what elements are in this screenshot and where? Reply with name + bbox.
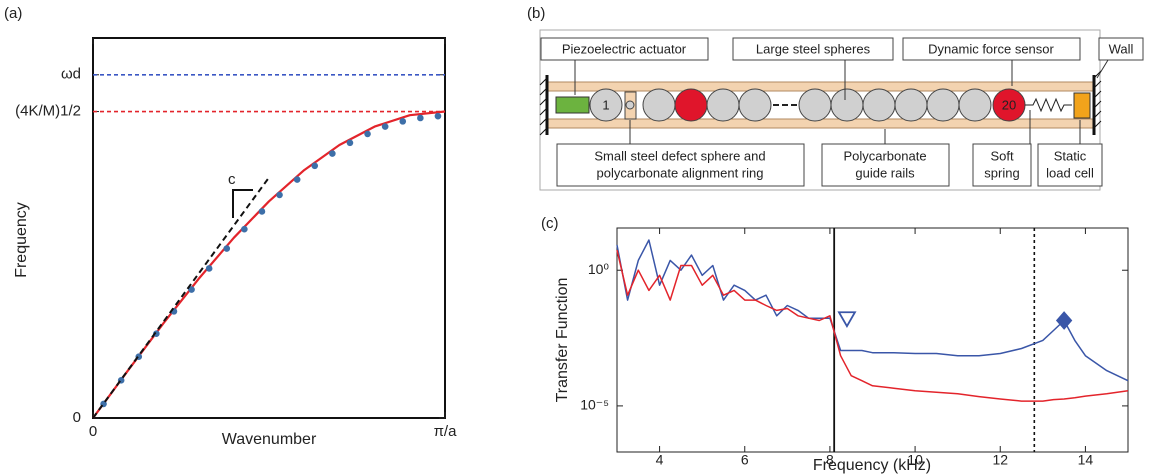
component-label: spring [984,165,1019,180]
x-tick-label: 0 [89,423,97,440]
y-tick-label: ωd [61,66,81,83]
component-label: Soft [990,148,1014,163]
data-point [223,245,231,252]
data-point [188,286,195,293]
data-point [293,176,301,183]
marker [1055,311,1073,330]
x-tick-label: 12 [992,452,1008,468]
sphere [706,88,740,122]
component-label: Static [1054,148,1087,163]
x-tick-label: 10 [907,452,923,468]
x-axis-label: Frequency (kHz) [813,457,931,474]
pointer-line [574,59,1109,144]
data-point [311,162,319,170]
component-label: load cell [1046,165,1094,180]
data-point [205,265,213,272]
actuator [555,96,590,114]
y-tick-label: 10⁰ [588,261,610,277]
label-box [902,37,1081,61]
axes-frame [616,227,1129,453]
sphere-label: 1 [602,97,609,112]
y-tick-label: 10⁻⁵ [580,397,609,413]
diagram-frame [539,29,1101,191]
y-tick-label: 0 [73,409,81,426]
x-tick-label: 8 [826,452,834,468]
sphere [862,88,896,122]
spring [1025,97,1072,113]
data-point [399,118,407,125]
component-label: Polycarbonate [843,148,926,163]
label-box [1098,37,1144,61]
label-box [540,37,709,61]
x-axis-label: Wavenumber [222,431,317,448]
marker [837,311,857,329]
label-box [972,143,1032,187]
label-box [732,37,894,61]
wall-hatch [1093,70,1102,129]
y-axis-label: Frequency [13,202,30,278]
series-line [616,239,1129,382]
data-point [258,208,266,215]
x-tick-label: 6 [741,452,749,468]
tangent-line [92,178,269,419]
data-point [346,139,354,147]
label-box [556,143,805,187]
defect-sphere [625,100,635,110]
series-line [92,110,446,419]
component-label: Wall [1109,41,1134,56]
component-label: Small steel defect sphere and [594,148,765,163]
annotation: c [228,171,236,188]
y-tick-label: (4K/M)1/2 [15,103,81,120]
slope-triangle [232,189,253,218]
panel-label: (c) [541,215,559,232]
axes-frame [92,37,446,419]
setup-diagram: 1 20 Piezoelectric actuator Large steel … [539,29,1144,191]
sphere [738,88,772,122]
sphere [830,88,864,122]
data-point [329,150,336,157]
component-label: Large steel spheres [756,41,871,56]
sphere [958,88,992,122]
panel-label: (a) [4,5,22,22]
data-point [381,123,389,130]
y-axis-label: Transfer Function [554,278,571,403]
component-label: guide rails [855,165,915,180]
series-line [616,249,1129,402]
component-label: Piezoelectric actuator [562,41,687,56]
data-point [276,191,283,199]
label-box [1037,143,1103,187]
component-label: polycarbonate alignment ring [597,165,764,180]
x-tick-label: π/a [434,423,458,440]
panel-label: (b) [527,5,545,22]
wall-hatch [539,77,548,136]
x-tick-label: 4 [656,452,664,468]
load-cell [1073,92,1091,119]
sphere-label: 20 [1002,97,1016,112]
sphere [894,88,928,122]
data-point [241,225,248,233]
sphere [589,88,623,122]
component-label: Dynamic force sensor [928,41,1054,56]
data-point [417,114,424,122]
label-box [821,143,950,187]
sphere [798,88,832,122]
sphere [674,88,708,122]
x-tick-label: 14 [1078,452,1094,468]
sphere [642,88,676,122]
data-point [434,112,442,120]
sphere [926,88,960,122]
data-point [364,130,371,138]
